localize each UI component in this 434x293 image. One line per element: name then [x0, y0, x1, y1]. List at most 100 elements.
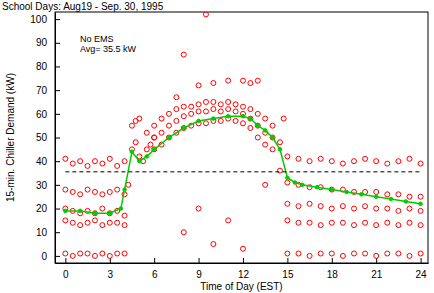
point — [144, 130, 149, 135]
point — [174, 95, 179, 100]
point — [363, 156, 368, 161]
point — [318, 156, 323, 161]
point — [285, 218, 290, 223]
point — [296, 156, 301, 161]
y-axis-title: 15-min. Chiller Demand (kW) — [5, 73, 16, 202]
point — [418, 194, 423, 199]
point — [340, 220, 345, 225]
y-tick-mark — [55, 138, 60, 139]
y-tick: 70 — [36, 85, 60, 96]
point — [418, 208, 423, 213]
point — [249, 117, 253, 121]
point — [196, 206, 201, 211]
point — [152, 123, 157, 128]
point — [196, 83, 201, 88]
average-line — [65, 171, 420, 172]
y-tick-label: 80 — [36, 61, 48, 72]
point — [85, 187, 90, 192]
point — [363, 220, 368, 225]
x-axis: 03691215182124 — [56, 258, 429, 280]
point — [285, 180, 290, 185]
point — [226, 99, 231, 104]
point — [256, 124, 260, 128]
x-axis-line — [56, 263, 429, 264]
point — [78, 251, 83, 256]
x-tick: 15 — [282, 258, 294, 280]
y-tick: 40 — [36, 156, 60, 167]
point — [152, 135, 157, 140]
x-tick-label: 12 — [238, 269, 250, 280]
point — [255, 135, 260, 140]
point — [329, 187, 334, 192]
x-tick: 6 — [152, 258, 158, 280]
point — [197, 119, 201, 123]
point — [340, 204, 345, 209]
point — [64, 209, 68, 213]
point — [389, 197, 393, 201]
point — [296, 204, 301, 209]
point — [296, 251, 301, 256]
point — [241, 114, 245, 118]
point — [181, 114, 186, 119]
point — [255, 78, 260, 83]
point — [218, 118, 223, 123]
y-tick: 60 — [36, 109, 60, 120]
point — [318, 204, 323, 209]
point — [92, 211, 97, 216]
point — [240, 78, 245, 83]
point — [329, 159, 334, 164]
y-tick-label: 20 — [36, 203, 48, 214]
point — [115, 187, 120, 192]
point — [226, 107, 231, 112]
point — [182, 126, 186, 130]
point — [418, 251, 423, 256]
point — [107, 253, 112, 258]
x-tick-mark — [199, 258, 200, 263]
point — [100, 223, 105, 228]
point — [100, 192, 105, 197]
point — [277, 168, 282, 173]
point — [385, 251, 390, 256]
point — [115, 251, 120, 256]
point — [385, 192, 390, 197]
x-tick-label: 0 — [63, 269, 69, 280]
point — [226, 78, 231, 83]
point — [63, 218, 68, 223]
point — [286, 176, 290, 180]
point — [329, 220, 334, 225]
x-tick-mark — [421, 258, 422, 263]
point — [404, 200, 408, 204]
point — [63, 251, 68, 256]
y-tick: 30 — [36, 180, 60, 191]
point — [296, 220, 301, 225]
point — [374, 159, 379, 164]
x-tick: 3 — [107, 258, 113, 280]
point — [78, 192, 83, 197]
point — [293, 181, 297, 185]
point — [92, 159, 97, 164]
y-tick-mark — [55, 43, 60, 44]
point — [248, 126, 253, 131]
point — [115, 220, 120, 225]
x-tick-mark — [243, 258, 244, 263]
y-tick-mark — [55, 161, 60, 162]
y-tick-label: 70 — [36, 85, 48, 96]
point — [396, 223, 401, 228]
point — [385, 220, 390, 225]
annotation: Avg= 35.5 kW — [80, 44, 137, 54]
point — [407, 156, 412, 161]
chart: 036912151821240102030405060708090100Scho… — [0, 0, 434, 293]
point — [315, 185, 319, 189]
point — [407, 253, 412, 258]
point — [396, 208, 401, 213]
point — [152, 148, 156, 152]
point — [351, 223, 356, 228]
point — [374, 206, 379, 211]
point — [374, 223, 379, 228]
point — [100, 161, 105, 166]
point — [407, 220, 412, 225]
point — [189, 111, 194, 116]
point — [137, 116, 142, 121]
point — [340, 161, 345, 166]
y-tick-mark — [55, 90, 60, 91]
